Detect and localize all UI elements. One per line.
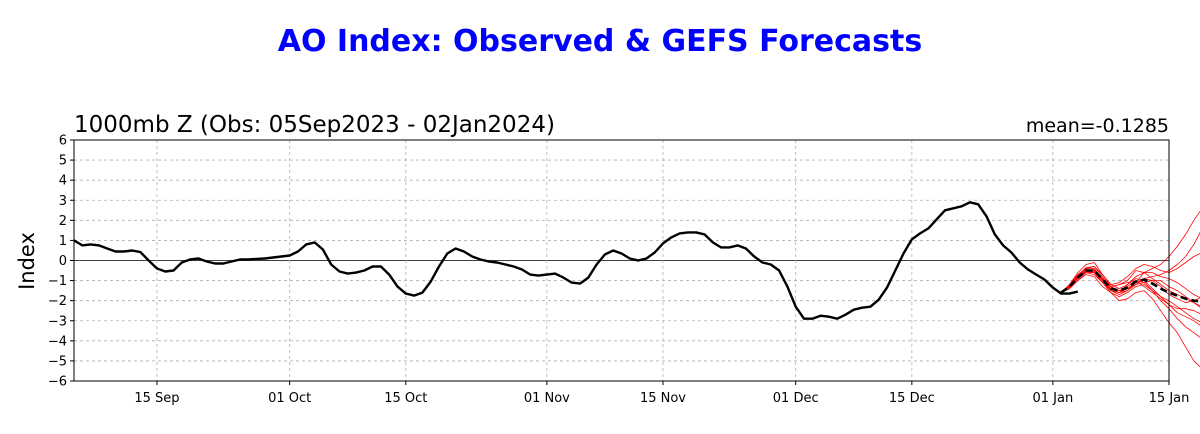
axis-ticks: −6 −5 −4 −3 −2 −1 0 1 2 3 4 5 6 15 Sep 01 Oct 15 Oct 01 … xyxy=(48,134,1190,407)
y-tick-label: 1 xyxy=(59,234,67,249)
y-tick-label: −4 xyxy=(48,334,67,349)
y-tick-label: 2 xyxy=(59,214,67,229)
x-tick-label: 01 Dec xyxy=(773,391,819,406)
y-tick-label: 6 xyxy=(59,134,67,149)
observed-series xyxy=(73,201,1079,320)
y-tick-label: −5 xyxy=(48,354,67,369)
x-tick-label: 15 Dec xyxy=(889,391,935,406)
x-tick-label: 01 Jan xyxy=(1033,391,1074,406)
y-tick-label: −2 xyxy=(48,294,67,309)
x-tick-label: 15 Jan xyxy=(1149,391,1190,406)
gefs-member-line xyxy=(1061,272,1200,308)
y-tick-label: 0 xyxy=(59,254,67,269)
y-tick-label: −3 xyxy=(48,314,67,329)
y-tick-label: 3 xyxy=(59,194,67,209)
x-tick-label: 15 Sep xyxy=(134,391,179,406)
observed-ao-line xyxy=(73,201,1079,320)
x-tick-label: 01 Nov xyxy=(524,391,570,406)
grid-lines xyxy=(74,140,1170,381)
x-tick-label: 15 Oct xyxy=(384,391,427,406)
chart-title: AO Index: Observed & GEFS Forecasts xyxy=(278,24,922,59)
gefs-member-line xyxy=(1060,269,1200,315)
y-tick-label: −6 xyxy=(48,375,67,390)
gefs-member-line xyxy=(1060,269,1200,338)
gefs-member-lines xyxy=(1060,210,1200,368)
gefs-member-line xyxy=(1060,262,1200,307)
plot-frame xyxy=(73,139,1170,382)
gefs-member-line xyxy=(1060,271,1200,323)
ensemble-mean-series xyxy=(1060,269,1200,303)
chart-subtitle-left: 1000mb Z (Obs: 05Sep2023 - 02Jan2024) xyxy=(74,112,555,138)
chart-subtitle-right: mean=-0.1285 xyxy=(1026,115,1169,137)
y-tick-label: 4 xyxy=(59,174,67,189)
y-tick-label: 5 xyxy=(59,154,67,169)
gefs-member-line xyxy=(1061,274,1200,326)
y-tick-label: −1 xyxy=(48,274,67,289)
x-tick-label: 01 Oct xyxy=(268,391,311,406)
y-axis-label: Index xyxy=(15,232,39,290)
gefs-member-line xyxy=(1060,253,1200,293)
gefs-member-line xyxy=(1060,266,1200,299)
x-tick-label: 15 Nov xyxy=(640,391,686,406)
ensemble-mean-line xyxy=(1060,269,1200,303)
gefs-member-line xyxy=(1060,272,1200,368)
